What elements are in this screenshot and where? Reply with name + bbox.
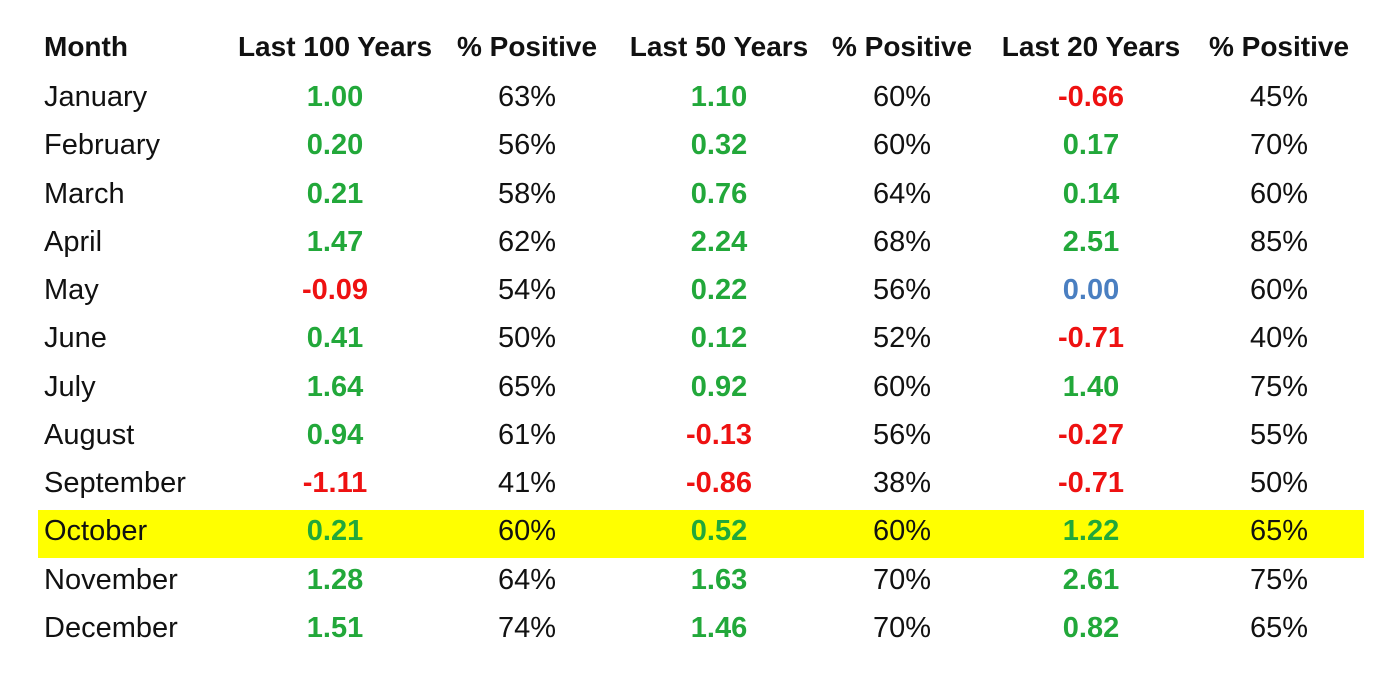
cell-last-50-years-col: 0.76 [690,177,748,210]
cell-last-20-years-col: 1.40 [1062,370,1120,403]
row-label: March [44,177,125,210]
cell-pct-positive-50-col: 70% [872,611,932,644]
row-label: April [44,225,103,258]
cell-last-100-years-col: 0.20 [306,129,364,162]
header-pct-positive-100-col: % Positive [456,31,598,62]
cell-pct-positive-50-col: 60% [872,515,932,548]
cell-last-50-years-col: -0.13 [685,418,753,451]
cell-last-20-years-col: 0.82 [1062,611,1120,644]
cell-last-50-years-col: 0.12 [690,322,748,355]
cell-last-100-years-col: 0.21 [306,177,364,210]
cell-last-20-years-col: 0.17 [1062,129,1120,162]
header-last-100-years-col: Last 100 Years [237,31,433,62]
cell-last-100-years-col: 1.28 [306,563,364,596]
row-label: February [44,129,161,162]
cell-pct-positive-20-col: 75% [1249,563,1309,596]
cell-last-20-years-col: -0.27 [1057,418,1125,451]
cell-pct-positive-100-col: 50% [497,322,557,355]
cell-last-20-years-col: 0.14 [1062,177,1120,210]
row-label: July [44,370,96,403]
cell-pct-positive-100-col: 74% [497,611,557,644]
header-last-20-years-col: Last 20 Years [1001,31,1181,62]
cell-last-50-years-col: 0.32 [690,129,748,162]
cell-last-100-years-col: 1.00 [306,81,364,113]
cell-pct-positive-20-col: 45% [1249,81,1309,113]
row-label: November [44,563,178,596]
row-label: August [44,418,135,451]
cell-pct-positive-20-col: 75% [1249,370,1309,403]
cell-last-20-years-col: -0.71 [1057,322,1125,355]
cell-pct-positive-50-col: 56% [872,418,932,451]
cell-last-20-years-col: 0.00 [1062,274,1120,306]
cell-last-100-years-col: 0.94 [306,418,364,451]
cell-last-50-years-col: 1.10 [690,81,748,113]
cell-pct-positive-100-col: 61% [497,418,557,451]
cell-pct-positive-100-col: 63% [497,81,557,113]
cell-pct-positive-100-col: 58% [497,177,557,210]
cell-pct-positive-50-col: 70% [872,563,932,596]
row-label: June [44,322,107,355]
cell-last-50-years-col: 0.52 [690,515,748,548]
cell-last-100-years-col: 1.51 [306,611,364,644]
cell-pct-positive-50-col: 68% [872,225,932,258]
header-month-col: Month [44,31,128,62]
row-label: May [44,274,99,306]
cell-last-20-years-col: -0.71 [1057,467,1125,499]
cell-last-100-years-col: 1.47 [306,225,364,258]
highlight-row-band [38,510,1364,559]
cell-last-50-years-col: 2.24 [690,225,748,258]
cell-pct-positive-50-col: 38% [872,467,932,499]
cell-pct-positive-20-col: 55% [1249,418,1309,451]
cell-pct-positive-50-col: 52% [872,322,932,355]
cell-pct-positive-100-col: 54% [497,274,557,306]
cell-last-20-years-col: 2.51 [1062,225,1120,258]
cell-pct-positive-100-col: 60% [497,515,557,548]
cell-pct-positive-50-col: 60% [872,129,932,162]
cell-pct-positive-20-col: 85% [1249,225,1309,258]
cell-last-100-years-col: -0.09 [301,274,369,306]
cell-last-100-years-col: 0.41 [306,322,364,355]
cell-pct-positive-100-col: 56% [497,129,557,162]
cell-last-20-years-col: 1.22 [1062,515,1120,548]
cell-pct-positive-20-col: 40% [1249,322,1309,355]
cell-last-100-years-col: 1.64 [306,370,364,403]
cell-pct-positive-50-col: 60% [872,370,932,403]
row-label: December [44,611,178,644]
cell-last-50-years-col: 1.63 [690,563,748,596]
cell-pct-positive-20-col: 50% [1249,467,1309,499]
cell-last-50-years-col: 0.22 [690,274,748,306]
header-pct-positive-20-col: % Positive [1208,31,1350,62]
cell-last-100-years-col: -1.11 [302,467,368,499]
header-pct-positive-50-col: % Positive [831,31,973,62]
cell-pct-positive-100-col: 62% [497,225,557,258]
cell-last-100-years-col: 0.21 [306,515,364,548]
cell-last-20-years-col: -0.66 [1057,81,1125,113]
cell-pct-positive-20-col: 60% [1249,274,1309,306]
row-label: January [44,81,148,113]
cell-pct-positive-100-col: 41% [497,467,557,499]
cell-last-50-years-col: -0.86 [685,467,753,499]
header-last-50-years-col: Last 50 Years [629,31,809,62]
cell-last-50-years-col: 0.92 [690,370,748,403]
cell-last-50-years-col: 1.46 [690,611,748,644]
row-label: October [44,515,148,548]
cell-pct-positive-100-col: 64% [497,563,557,596]
cell-last-20-years-col: 2.61 [1062,563,1120,596]
cell-pct-positive-50-col: 56% [872,274,932,306]
cell-pct-positive-20-col: 60% [1249,177,1309,210]
row-label: September [44,467,186,499]
cell-pct-positive-50-col: 60% [872,81,932,113]
cell-pct-positive-50-col: 64% [872,177,932,210]
cell-pct-positive-100-col: 65% [497,370,557,403]
cell-pct-positive-20-col: 65% [1249,515,1309,548]
cell-pct-positive-20-col: 70% [1249,129,1309,162]
cell-pct-positive-20-col: 65% [1249,611,1309,644]
